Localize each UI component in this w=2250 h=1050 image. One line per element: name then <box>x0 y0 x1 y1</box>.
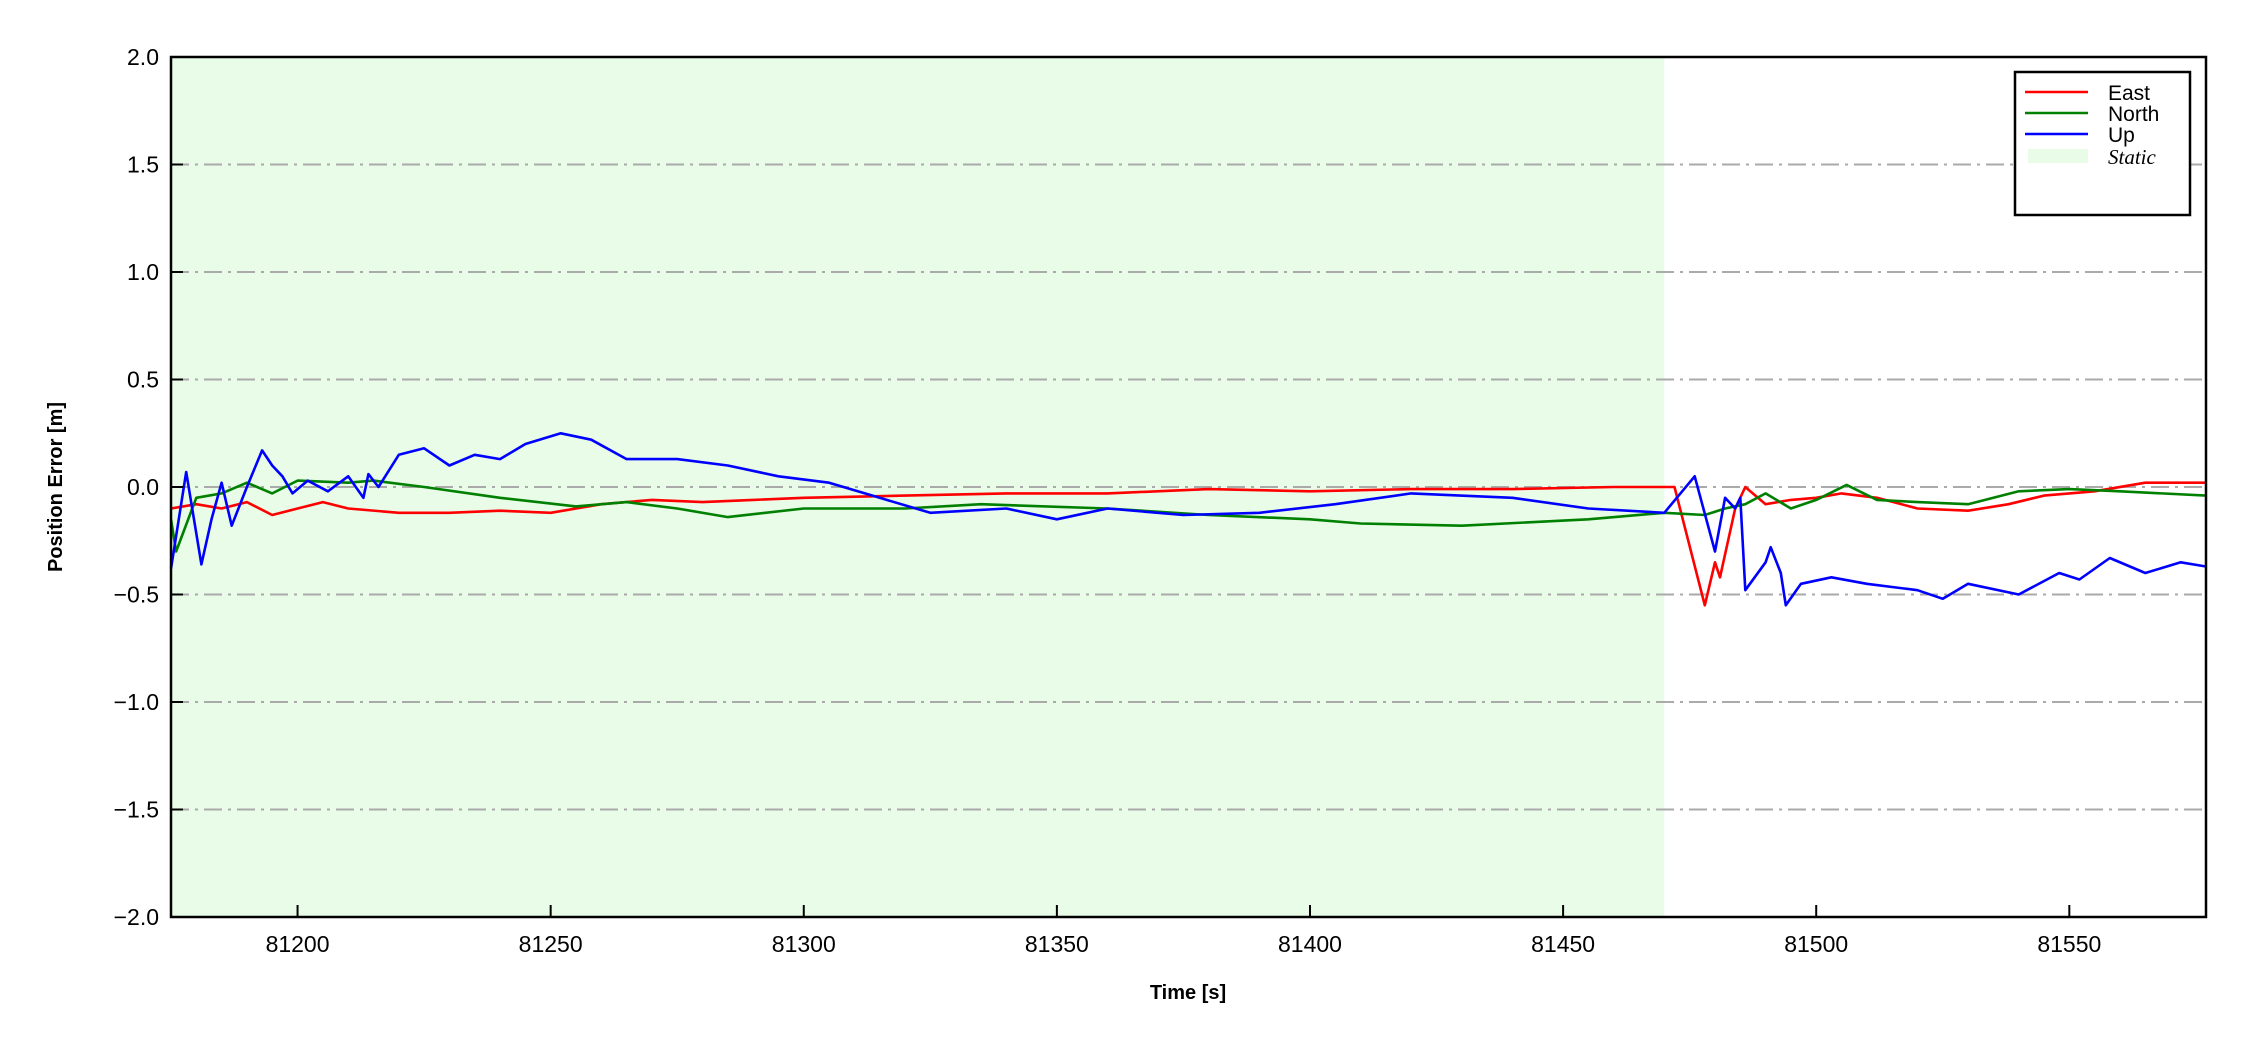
x-axis-label: Time [s] <box>1150 982 1226 1004</box>
x-tick-label: 81450 <box>1531 931 1595 957</box>
y-tick-label: −1.5 <box>114 797 159 823</box>
ticks: −2.0 −1.5 −1.0 −0.5 0.0 0.5 1.0 1.5 2.0 81200 8125… <box>114 44 2102 957</box>
y-tick-label: 1.0 <box>127 259 159 285</box>
y-tick-label: 2.0 <box>127 44 159 70</box>
series-east-line <box>170 481 2206 607</box>
series-lines <box>169 432 2207 607</box>
series-up-line <box>169 432 2207 607</box>
x-tick-label: 81400 <box>1278 931 1342 957</box>
y-tick-label: −1.0 <box>114 689 159 715</box>
legend: East North Up Static <box>2013 70 2192 217</box>
y-tick-label: 0.5 <box>127 367 159 393</box>
y-tick-label: 0.0 <box>127 474 159 500</box>
legend-static-swatch <box>2028 149 2088 163</box>
legend-up: Up <box>2108 124 2135 147</box>
legend-north: North <box>2108 103 2159 126</box>
y-tick-label: 1.5 <box>127 152 159 178</box>
grid <box>171 163 2206 811</box>
x-tick-label: 81500 <box>1784 931 1848 957</box>
x-tick-label: 81350 <box>1025 931 1089 957</box>
y-tick-label: −0.5 <box>114 582 159 608</box>
legend-east: East <box>2108 82 2150 105</box>
y-axis-label: Position Error [m] <box>45 402 67 572</box>
legend-static: Static <box>2108 145 2157 169</box>
y-tick-label: −2.0 <box>114 904 159 930</box>
x-tick-label: 81250 <box>519 931 583 957</box>
x-tick-label: 81300 <box>772 931 836 957</box>
x-tick-label: 81200 <box>266 931 330 957</box>
x-tick-label: 81550 <box>2037 931 2101 957</box>
